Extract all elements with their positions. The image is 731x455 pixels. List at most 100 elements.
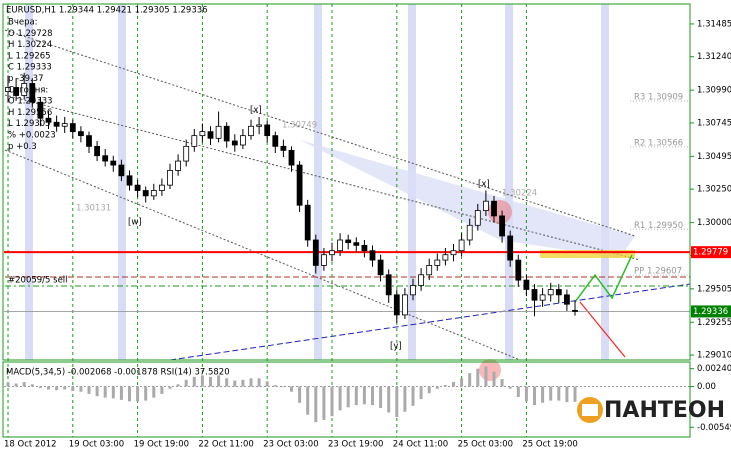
y-tick-label: 1.30000 <box>697 218 731 228</box>
candle-body <box>207 131 214 139</box>
candle-body <box>37 101 44 119</box>
macd-bar <box>257 378 261 387</box>
candle-body <box>458 239 465 252</box>
trend-line <box>4 29 636 237</box>
macd-bar <box>168 386 172 389</box>
macd-bar <box>209 376 212 387</box>
candle-body <box>482 200 489 211</box>
macd-bar <box>47 386 50 390</box>
info-line: O 1.29333 <box>8 97 53 107</box>
y-tick-label: 1.29255 <box>697 318 731 328</box>
candle-body <box>353 242 360 246</box>
macd-bar <box>111 386 115 399</box>
logo: ПАНТЕОН <box>577 397 725 423</box>
price-note: 1.30224 <box>502 189 537 199</box>
info-line: p +0.3 <box>8 142 37 152</box>
macd-bar <box>427 386 431 394</box>
candle-body <box>450 250 457 256</box>
forecast-up <box>574 254 633 303</box>
macd-bar <box>176 384 180 387</box>
price-box <box>691 246 731 259</box>
header: EURUSD,H1 1.29344 1.29421 1.29305 1.2933… <box>6 6 208 16</box>
candle-body <box>337 239 344 252</box>
candle-body <box>191 135 198 147</box>
target-zone <box>540 250 635 258</box>
candle-body <box>466 224 473 241</box>
macd-bar <box>192 376 196 387</box>
macd-bar <box>492 371 496 387</box>
y-tick-label: 1.29505 <box>697 284 731 294</box>
macd-bar <box>443 385 447 387</box>
macd-bar <box>354 386 358 406</box>
macd-bar <box>419 386 423 400</box>
candle-body <box>418 274 425 286</box>
macd-bar <box>524 386 528 402</box>
macd-bar <box>152 386 156 398</box>
wave-label: [x] <box>250 106 262 116</box>
candle-body <box>377 259 384 276</box>
pivot-label: R2 1.30566 <box>634 138 683 148</box>
y-tick-label: 1.31485 <box>697 19 731 29</box>
candle-body <box>110 160 117 166</box>
macd-bar <box>225 378 229 387</box>
y-tick-label: 1.30250 <box>697 185 731 195</box>
candle-body <box>272 135 279 147</box>
price-note: 1.30131 <box>76 204 111 214</box>
y2-tick-label: -0.00549 <box>697 423 731 433</box>
macd-bar <box>557 386 561 401</box>
candle-body <box>288 149 295 166</box>
macd-bar <box>95 386 99 397</box>
candle-body <box>531 289 538 301</box>
x-tick-label: 25 Oct 19:00 <box>522 440 577 450</box>
info-line: L 1.29305 <box>8 119 51 129</box>
info-line: Вчера: <box>8 18 38 28</box>
candle-body <box>142 190 149 197</box>
candle-body <box>53 121 60 127</box>
macd-bar <box>322 386 326 420</box>
info-line: C 1.29333 <box>8 63 52 73</box>
macd-bar <box>452 382 455 387</box>
candle-body <box>126 175 133 186</box>
macd-bar <box>508 386 512 389</box>
macd-bar <box>565 386 569 403</box>
candle-body <box>329 250 335 256</box>
macd-bar <box>184 379 188 387</box>
x-tick-label: 22 Oct 11:00 <box>198 440 253 450</box>
band <box>25 4 33 360</box>
candle-body <box>45 117 52 123</box>
macd-bar <box>265 381 269 387</box>
candle-body <box>296 164 303 206</box>
candle-body <box>167 170 173 186</box>
macd-bar <box>217 375 221 387</box>
macd-bar <box>549 386 553 401</box>
pivot-label: R3 1.30909 <box>634 92 683 102</box>
candle-body <box>572 309 578 312</box>
macd-bar <box>136 386 140 402</box>
y2-tick-label: 0.002401 <box>697 364 731 374</box>
macd-bar <box>338 386 342 411</box>
candle-body <box>94 145 100 157</box>
macd-bar <box>362 386 366 405</box>
x-tick-label: 23 Oct 03:00 <box>263 440 318 450</box>
macd-bar <box>87 386 91 394</box>
candle-body <box>248 125 254 137</box>
y-tick-label: 1.30990 <box>697 86 731 96</box>
plot <box>4 4 690 437</box>
macd-bar <box>273 385 277 387</box>
candle-body <box>175 160 182 171</box>
macd-bar <box>119 386 123 400</box>
info-line: Сегодня: <box>8 85 48 95</box>
candle-body <box>320 254 327 266</box>
macd-bar <box>22 382 26 387</box>
macd-bar <box>298 386 302 403</box>
candle-body <box>231 140 238 146</box>
macd-bar <box>346 386 350 408</box>
wave-label: [x] <box>478 180 490 190</box>
price-box <box>691 305 731 318</box>
candle-body <box>369 250 376 261</box>
candle-body <box>256 124 263 127</box>
candle-body <box>474 210 481 226</box>
macd-bar <box>306 386 310 415</box>
macd-bar <box>249 378 253 387</box>
wave-label: [y] <box>390 342 402 352</box>
